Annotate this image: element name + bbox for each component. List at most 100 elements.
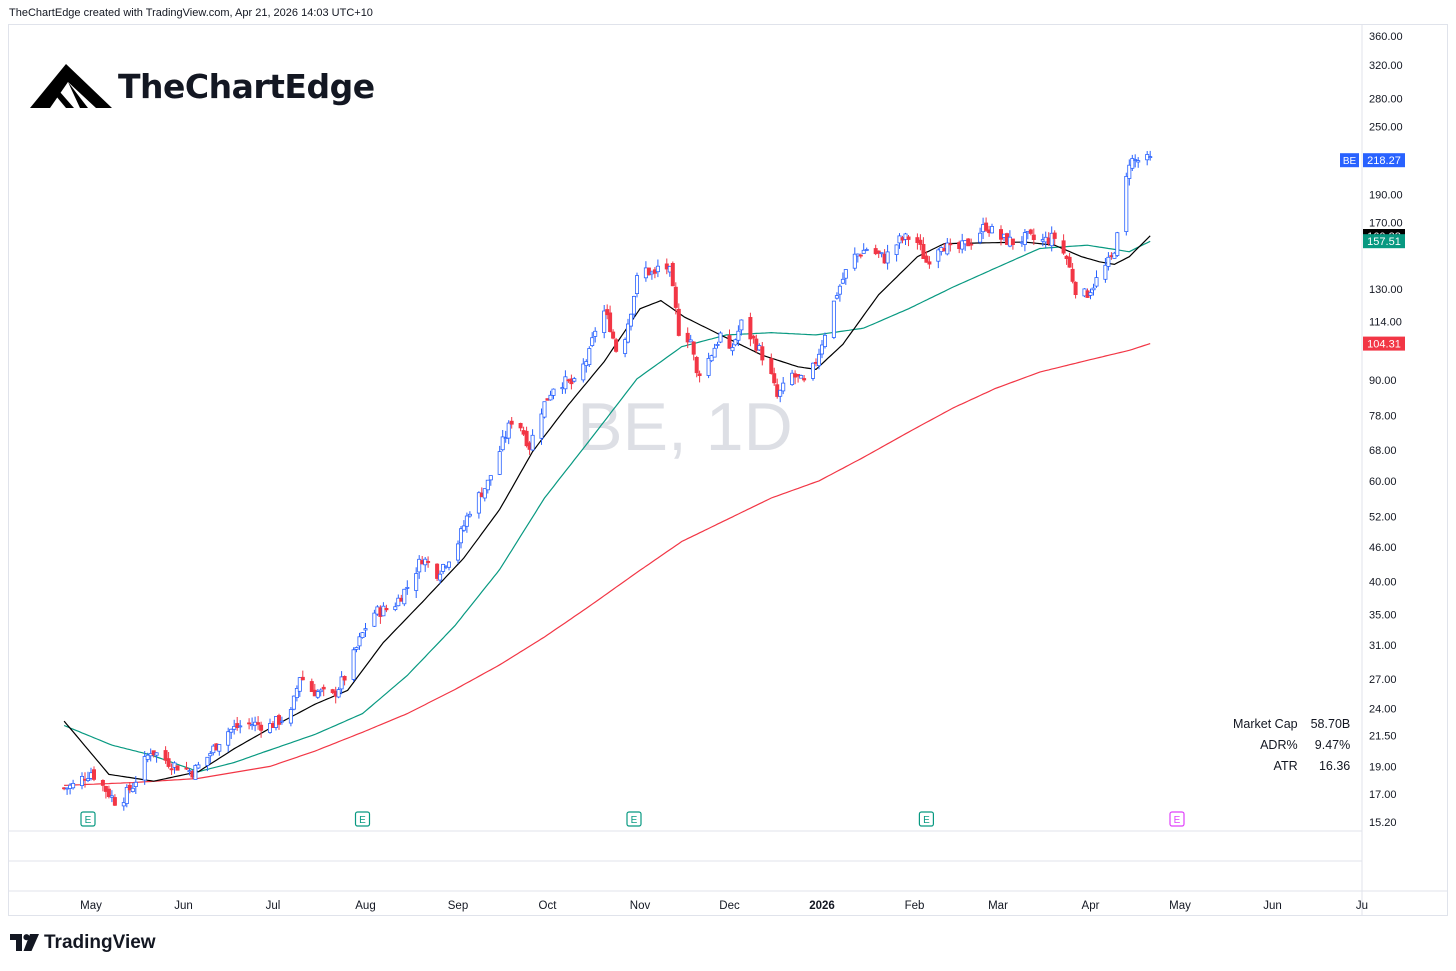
candle	[697, 373, 702, 376]
earnings-marker[interactable]: E	[1169, 811, 1185, 827]
x-tick-label: Aug	[355, 900, 375, 912]
mountain-logo-icon	[30, 64, 112, 108]
candle	[86, 778, 91, 782]
candle	[80, 776, 85, 787]
x-tick-label: May	[80, 900, 102, 912]
candle	[799, 375, 804, 379]
candle	[978, 232, 983, 243]
y-tick-label: 19.00	[1369, 761, 1397, 773]
candle	[279, 720, 284, 723]
candle	[611, 331, 616, 339]
candle	[748, 316, 753, 340]
y-tick-label: 320.00	[1369, 60, 1403, 72]
candle	[435, 563, 440, 579]
candle	[730, 347, 735, 352]
stat-label: ATR	[1273, 759, 1298, 773]
candle	[71, 783, 76, 789]
candle	[1067, 256, 1072, 268]
candle	[226, 731, 231, 746]
earnings-marker[interactable]: E	[354, 811, 371, 827]
y-tick-label: 170.00	[1369, 217, 1403, 229]
candle	[1028, 229, 1033, 234]
candle	[163, 750, 168, 761]
candle	[464, 515, 469, 527]
candle	[861, 249, 866, 254]
candle	[629, 313, 634, 327]
candle	[476, 492, 481, 514]
price-label: BE 218.27	[1340, 153, 1405, 168]
candle	[718, 332, 723, 343]
earnings-marker[interactable]: E	[918, 811, 935, 827]
candle	[530, 434, 535, 451]
candle	[402, 588, 407, 605]
candle	[602, 310, 607, 334]
earnings-badge	[354, 811, 371, 827]
candle	[876, 250, 881, 254]
candle	[1073, 281, 1078, 295]
candle	[1124, 175, 1129, 232]
x-tick-label: Dec	[719, 900, 740, 912]
candle	[524, 430, 529, 447]
candle	[858, 254, 863, 257]
candle	[960, 240, 965, 250]
candle	[145, 754, 150, 760]
candle	[300, 676, 305, 681]
x-tick-label: May	[1169, 900, 1191, 912]
candle	[106, 788, 111, 797]
candle	[739, 319, 744, 331]
candle	[837, 285, 842, 295]
candle	[1088, 292, 1093, 296]
symbol-watermark: BE, 1D	[577, 389, 792, 465]
candle	[208, 753, 213, 757]
candle	[1070, 268, 1075, 282]
candle	[485, 479, 490, 491]
y-tick-label: 17.00	[1369, 789, 1397, 801]
x-tick-label: Jul	[266, 900, 281, 912]
y-tick-label: 46.00	[1369, 542, 1397, 554]
candle	[446, 561, 451, 568]
candle	[100, 780, 105, 786]
candle	[715, 343, 720, 346]
candle	[811, 362, 816, 379]
candle	[831, 300, 836, 338]
candle	[455, 543, 460, 561]
earnings-label: E	[359, 815, 366, 826]
x-tick-label: Mar	[988, 900, 1008, 912]
candle	[688, 339, 693, 343]
candle	[1031, 234, 1036, 240]
tradingview-wordmark: TradingView	[44, 932, 156, 953]
candle	[357, 636, 362, 647]
y-tick-label: 60.00	[1369, 476, 1397, 488]
candle	[1136, 160, 1141, 163]
tradingview-logo[interactable]: TradingView	[10, 932, 156, 954]
candle	[843, 269, 848, 279]
stat-label: Market Cap	[1233, 717, 1298, 731]
candle	[1115, 232, 1120, 256]
candle	[1091, 287, 1096, 291]
brand-name: TheChartEdge	[118, 66, 375, 106]
candle	[318, 689, 323, 693]
earnings-marker[interactable]: E	[80, 811, 96, 827]
earnings-marker[interactable]: E	[626, 811, 642, 827]
stats-row: ADR% 9.47%	[1230, 735, 1353, 756]
candle	[169, 768, 174, 771]
candle	[581, 363, 586, 381]
price-tag	[1363, 336, 1405, 351]
candle	[817, 353, 822, 366]
candle	[623, 339, 628, 354]
candle	[542, 401, 547, 418]
earnings-badge	[1169, 811, 1185, 827]
candle	[351, 649, 356, 680]
candle	[1103, 264, 1108, 280]
candle	[635, 275, 640, 295]
earnings-badge	[918, 811, 935, 827]
symbol-tag	[1340, 153, 1359, 168]
candle	[291, 695, 296, 710]
candle	[297, 677, 302, 692]
candle	[918, 239, 923, 245]
candle	[790, 372, 795, 386]
earnings-label: E	[923, 815, 930, 826]
candle	[551, 388, 556, 396]
candle	[256, 722, 261, 725]
